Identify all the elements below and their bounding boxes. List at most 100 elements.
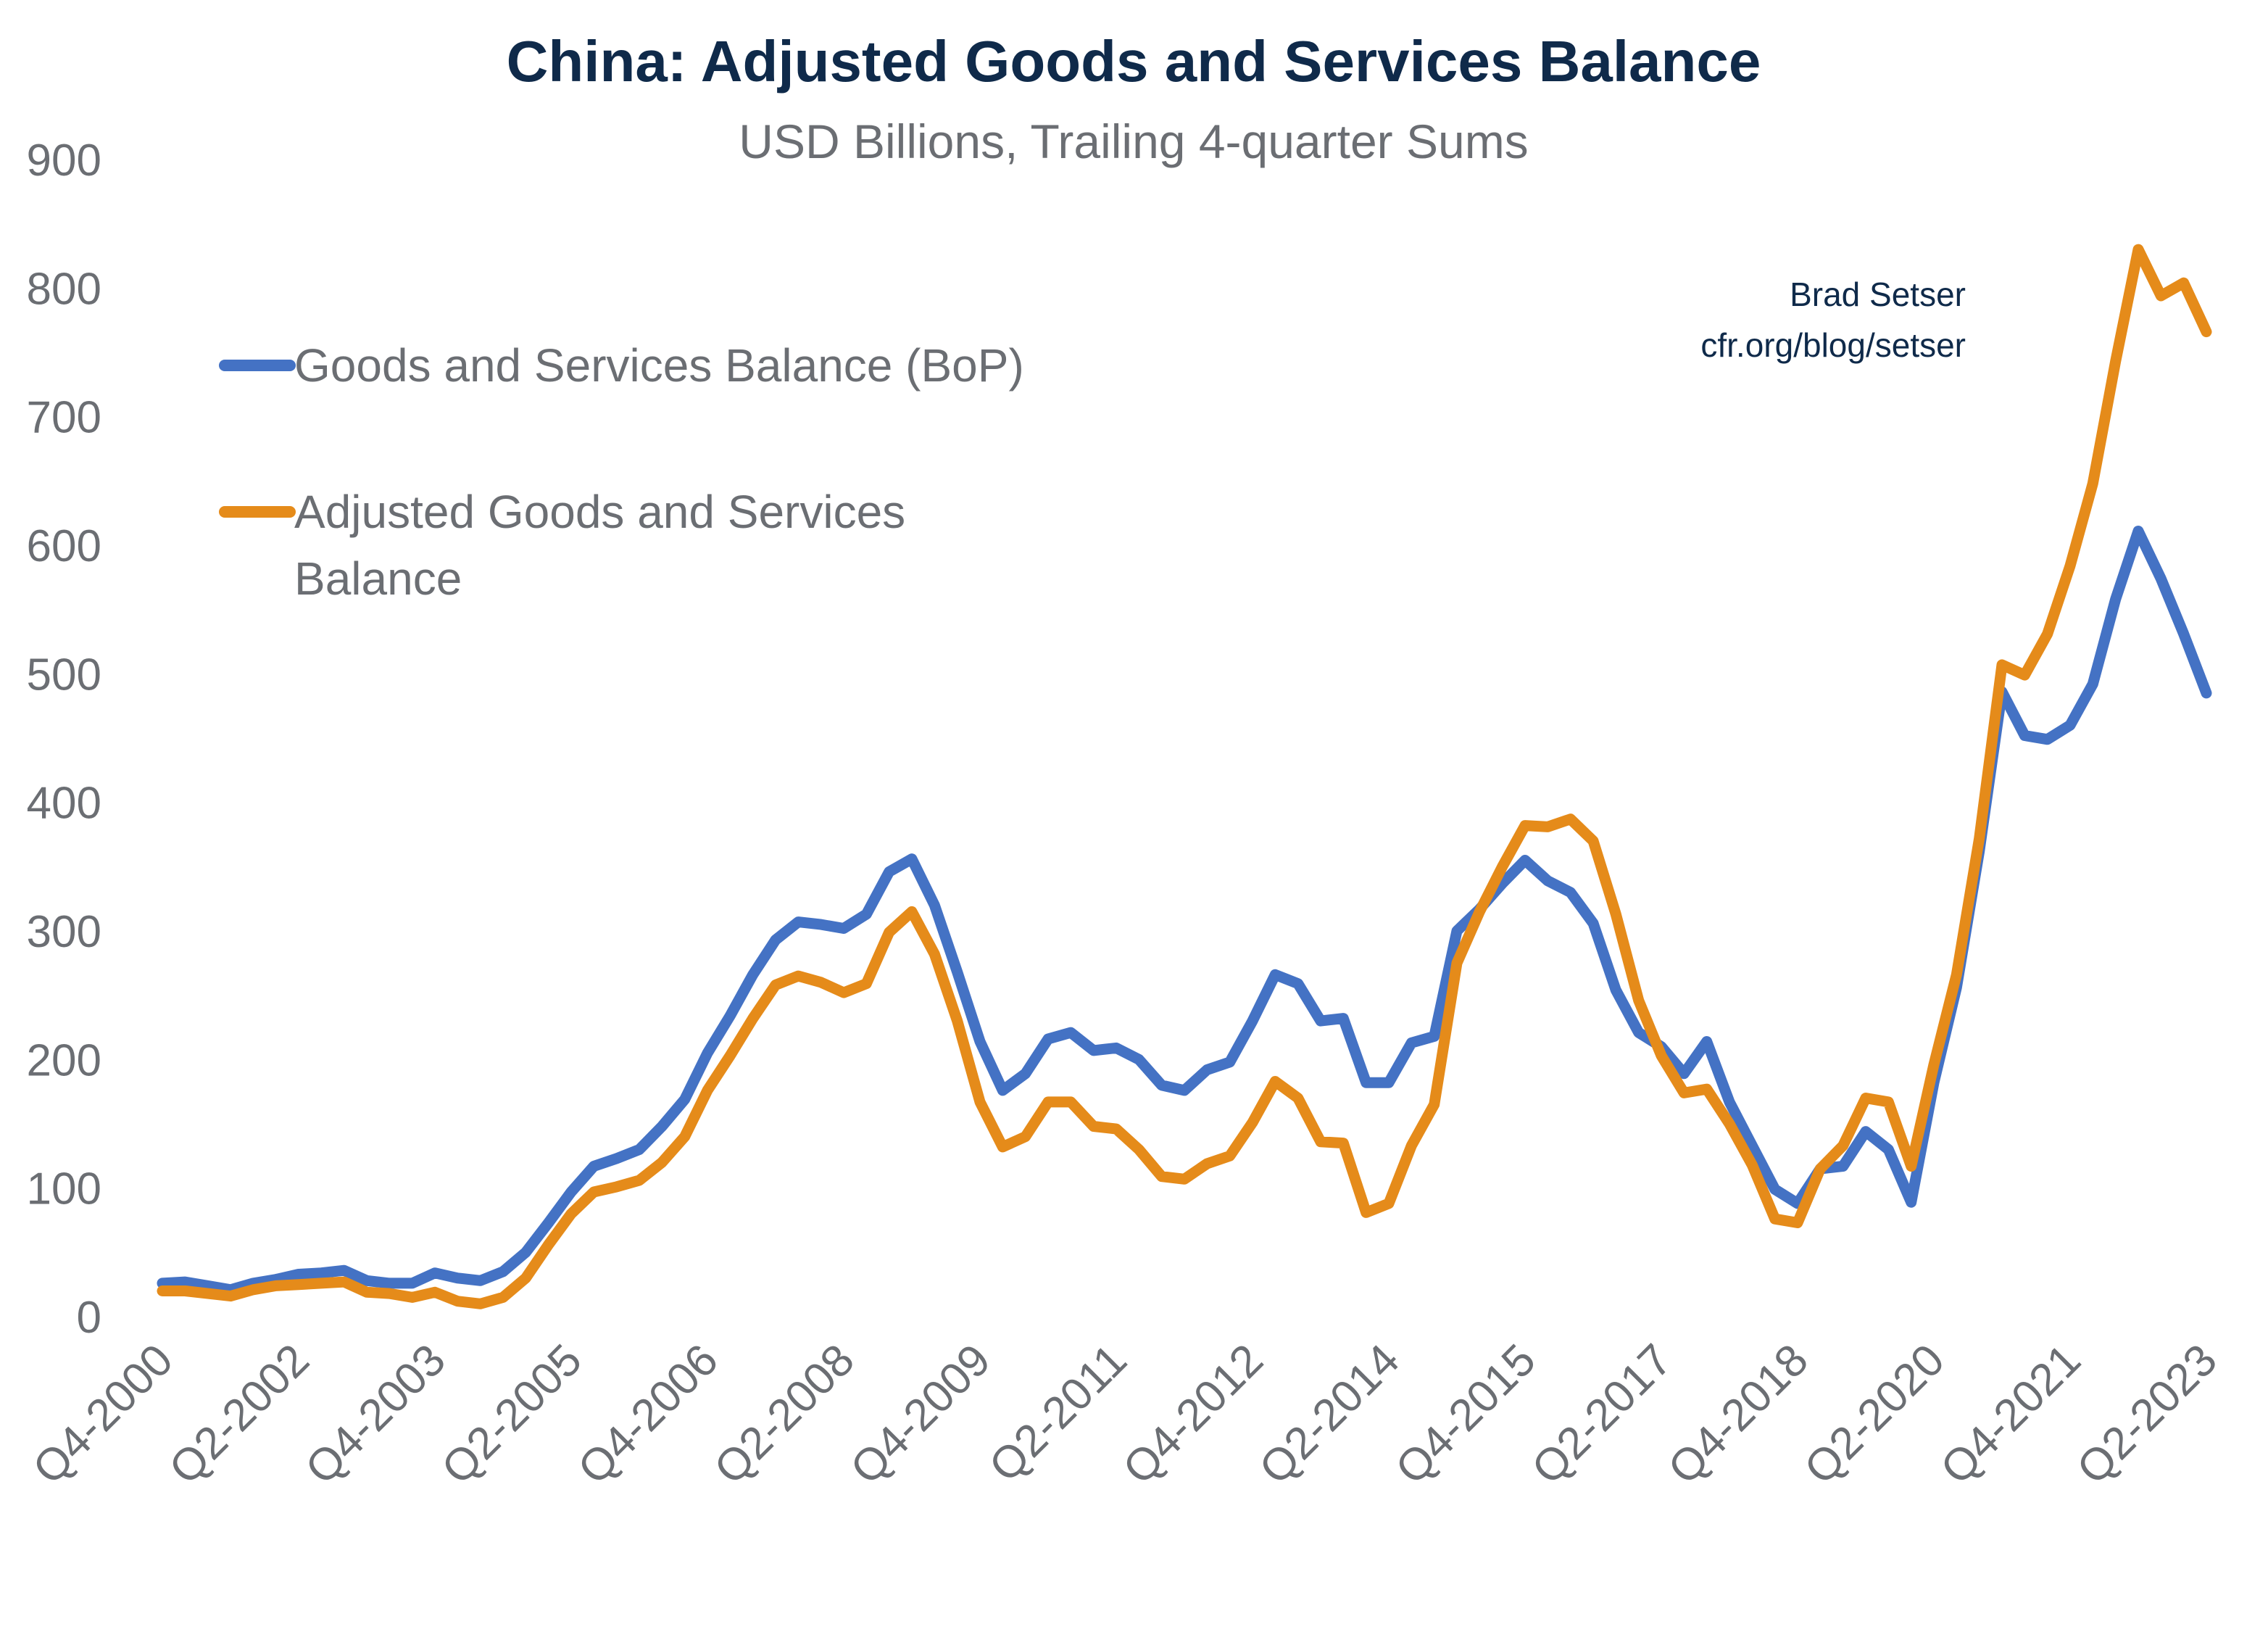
data-point-1 [2024,674,2025,676]
data-point-0 [1502,882,1503,884]
x-tick-label: Q4-2006 [568,1335,727,1494]
x-tick-label: Q2-2023 [2067,1335,2226,1494]
x-tick-label: Q4-2009 [841,1335,1000,1494]
data-point-0 [1887,1148,1889,1150]
x-tick-label: Q2-2005 [432,1335,591,1494]
data-point-1 [797,975,799,977]
data-point-0 [1093,1050,1094,1051]
data-point-0 [1274,974,1276,975]
data-point-1 [389,1293,390,1294]
data-point-0 [1638,1032,1640,1033]
data-point-0 [275,1279,277,1280]
x-tick-label: Q2-2008 [705,1335,863,1494]
data-point-0 [1524,859,1526,861]
data-point-1 [252,1289,254,1291]
data-point-0 [1342,1018,1344,1019]
data-point-0 [1206,1069,1208,1071]
data-point-1 [1979,837,1980,839]
data-point-1 [911,911,913,912]
data-point-0 [911,858,913,860]
x-tick-label: Q2-2011 [980,1335,1137,1491]
data-point-1 [1025,1136,1026,1138]
legend-label-adjusted-line1: Adjusted Goods and Services [294,486,905,538]
data-point-0 [1456,930,1458,932]
data-point-1 [1729,1123,1730,1125]
data-point-1 [1638,1000,1640,1001]
data-point-0 [1570,892,1571,893]
data-point-1 [1388,1203,1390,1204]
data-point-0 [2069,724,2071,726]
x-tick-label: Q4-2003 [296,1335,454,1494]
x-tick-label: Q4-2018 [1658,1335,1817,1494]
data-point-0 [684,1098,686,1100]
x-tick-label: Q4-2012 [1113,1335,1272,1494]
data-point-1 [639,1180,640,1181]
data-point-1 [865,983,867,985]
data-point-1 [957,1020,958,1022]
data-point-1 [1479,911,1480,912]
series-lines [157,244,2212,1309]
data-point-1 [2001,664,2003,666]
data-point-1 [1116,1128,1117,1130]
y-tick-label: 700 [27,393,101,443]
data-point-1 [1502,866,1503,867]
data-point-1 [1751,1164,1753,1166]
data-point-0 [548,1222,549,1224]
legend-label-bop: Goods and Services Balance (BoP) [294,339,1024,392]
data-point-0 [2024,734,2025,736]
x-tick-label: Q4-2021 [1931,1335,2090,1494]
data-point-1 [1774,1218,1776,1220]
data-point-0 [616,1158,618,1159]
data-point-1 [275,1285,277,1286]
data-point-1 [502,1296,504,1298]
y-tick-label: 800 [27,264,101,314]
data-point-0 [570,1191,572,1193]
data-point-0 [1683,1073,1685,1074]
y-axis: 0 100 200 300 400 500 600 700 800 900 [27,136,101,1343]
data-point-0 [639,1148,640,1150]
data-point-0 [2115,598,2117,600]
data-point-0 [434,1272,436,1274]
data-point-1 [1002,1146,1003,1148]
data-point-1 [434,1291,436,1293]
data-point-0 [320,1272,322,1274]
x-tick-label: Q2-2002 [159,1335,318,1494]
data-point-0 [184,1281,186,1283]
data-point-1 [2138,249,2139,250]
attribution-url: cfr.org/blog/setser [1700,326,1966,364]
data-point-0 [1774,1188,1776,1190]
data-point-1 [979,1101,981,1103]
data-point-1 [1592,840,1594,842]
data-point-1 [752,1018,754,1019]
data-point-1 [548,1244,549,1246]
data-point-1 [1184,1178,1185,1180]
legend-label-adjusted-line2: Balance [294,552,462,605]
data-point-0 [230,1289,231,1291]
data-point-0 [207,1285,209,1286]
data-point-0 [480,1280,481,1281]
data-point-0 [1025,1073,1026,1074]
data-point-0 [502,1271,504,1272]
legend: Goods and Services Balance (BoP) Adjuste… [219,339,1024,605]
y-tick-label: 0 [77,1293,101,1343]
data-point-1 [2206,331,2207,333]
x-tick-label: Q2-2017 [1522,1335,1681,1494]
data-point-1 [1706,1088,1708,1090]
data-point-1 [1093,1126,1094,1127]
data-point-1 [1206,1163,1208,1164]
data-point-1 [616,1186,618,1188]
data-point-1 [1956,974,1957,975]
x-axis: Q4-2000Q2-2002Q4-2003Q2-2005Q4-2006Q2-20… [23,1335,2226,1494]
x-tick-label: Q4-2000 [23,1335,182,1494]
y-tick-label: 200 [27,1035,101,1085]
data-point-1 [1161,1176,1163,1177]
y-tick-label: 300 [27,907,101,957]
y-tick-label: 400 [27,779,101,829]
chart-title: China: Adjusted Goods and Services Balan… [507,29,1761,94]
data-point-1 [1887,1101,1889,1103]
attribution-author: Brad Setser [1790,276,1966,313]
x-tick-label: Q2-2020 [1795,1335,1953,1494]
data-point-1 [1933,1064,1935,1065]
y-tick-label: 900 [27,136,101,186]
